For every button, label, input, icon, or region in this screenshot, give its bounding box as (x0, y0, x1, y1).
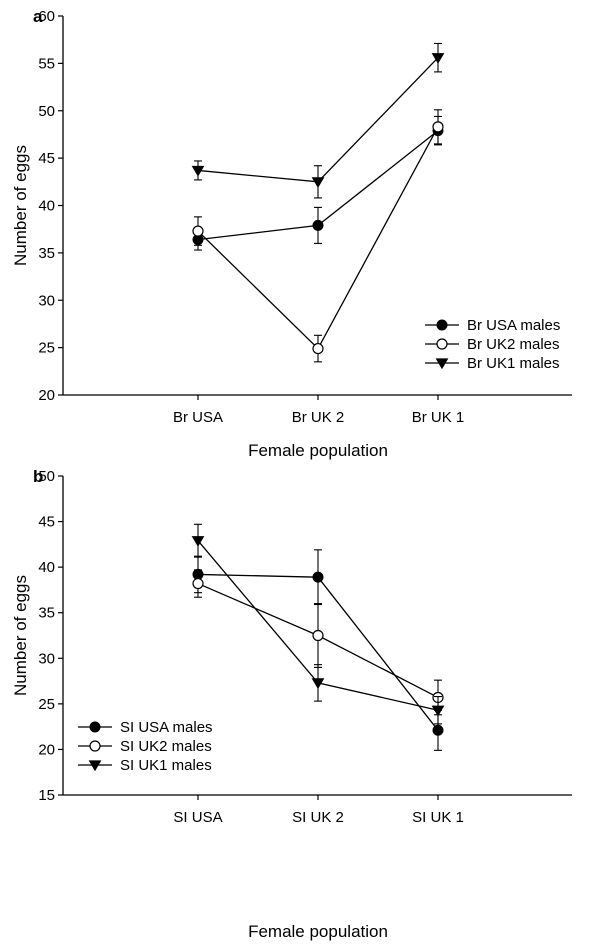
y-tick-label: 50 (38, 103, 55, 120)
y-tick-label: 45 (38, 150, 55, 167)
x-axis-title: Female population (248, 922, 388, 941)
legend-label: Br UK2 males (467, 336, 560, 353)
data-point (191, 165, 205, 177)
data-point (192, 577, 204, 590)
y-tick-label: 30 (38, 292, 55, 309)
y-tick-label: 20 (38, 387, 55, 404)
x-tick-label: SI UK 1 (412, 809, 464, 826)
series-2 (191, 523, 445, 725)
y-tick-label: 25 (38, 340, 55, 357)
y-tick-label: 40 (38, 198, 55, 215)
data-point (192, 225, 204, 237)
data-point (312, 571, 324, 583)
legend-marker (89, 740, 101, 752)
y-tick-label: 15 (38, 787, 55, 804)
series-2 (191, 42, 445, 199)
data-point (312, 342, 324, 355)
series-0 (192, 549, 444, 751)
data-point (312, 629, 324, 642)
y-tick-label: 30 (38, 650, 55, 667)
legend-marker (435, 358, 449, 370)
legend-label: SI USA males (120, 719, 213, 736)
data-point (191, 536, 205, 547)
x-tick-label: Br USA (173, 409, 223, 426)
legend-marker (436, 338, 448, 350)
y-tick-label: 20 (38, 741, 55, 758)
y-tick-label: 60 (38, 8, 55, 25)
x-axis-title: Female population (248, 441, 388, 460)
y-tick-label: 35 (38, 605, 55, 622)
data-point (311, 177, 325, 189)
y-tick-label: 40 (38, 559, 55, 576)
data-point (432, 724, 444, 736)
series-1 (192, 569, 444, 716)
data-point (312, 219, 324, 231)
y-axis-title: Number of eggs (11, 575, 30, 696)
panel-letter: a (33, 7, 43, 26)
x-tick-label: Br UK 2 (292, 409, 345, 426)
y-axis-title: Number of eggs (11, 145, 30, 266)
y-tick-label: 55 (38, 55, 55, 72)
legend-marker (88, 760, 102, 772)
legend-marker (89, 721, 101, 733)
x-tick-label: SI USA (173, 809, 222, 826)
y-tick-label: 45 (38, 514, 55, 531)
data-point (311, 678, 325, 690)
data-point (432, 121, 444, 133)
y-tick-label: 25 (38, 696, 55, 713)
chart-panel-a: a 20 25 30 35 40 45 50 55 60 Br USA Br UK 2 Br UK 1 F… (11, 7, 572, 460)
chart-panel-b: b 15 20 25 30 35 40 45 50 SI USA SI UK 2 SI UK 1 Fem… (11, 467, 572, 941)
legend: Br USA males Br UK2 males Br UK1 males (425, 317, 560, 372)
legend-marker (436, 319, 448, 331)
legend-label: Br UK1 males (467, 355, 560, 372)
x-tick-label: SI UK 2 (292, 809, 344, 826)
legend-label: SI UK1 males (120, 757, 212, 774)
y-tick-label: 35 (38, 245, 55, 262)
legend: SI USA males SI UK2 males SI UK1 males (78, 719, 213, 774)
legend-label: Br USA males (467, 317, 560, 334)
panel-letter: b (33, 467, 43, 486)
data-point (431, 53, 445, 64)
series-1 (192, 109, 444, 363)
legend-label: SI UK2 males (120, 738, 212, 755)
y-tick-label: 50 (38, 468, 55, 485)
series-line (197, 57, 439, 183)
data-point (431, 705, 445, 717)
x-tick-label: Br UK 1 (412, 409, 465, 426)
